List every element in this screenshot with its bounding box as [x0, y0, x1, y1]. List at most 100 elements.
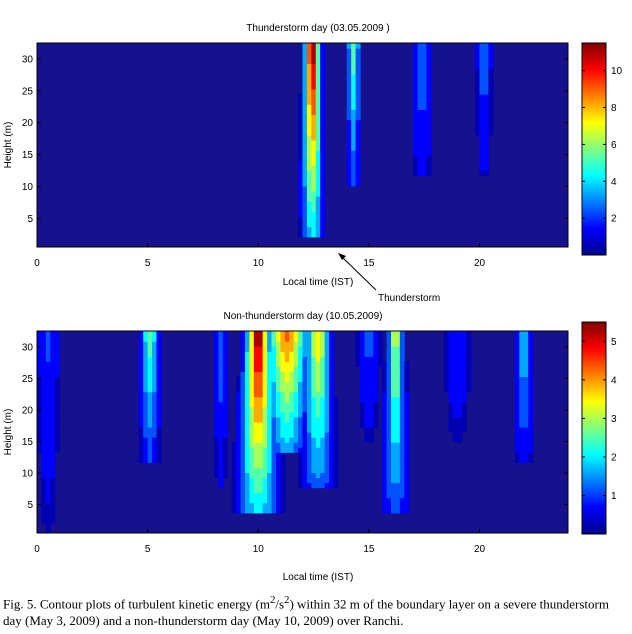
heatmap-cell: [315, 221, 321, 228]
heatmap-cell: [302, 452, 308, 458]
heatmap-cell: [249, 462, 255, 468]
heatmap-cell: [244, 346, 250, 352]
heatmap-cell: [386, 421, 392, 428]
heatmap-cell: [475, 43, 481, 49]
heatmap-cell: [284, 401, 290, 408]
heatmap-cell: [461, 336, 467, 342]
heatmap-cell: [311, 150, 317, 156]
heatmap-cell: [258, 406, 264, 413]
heatmap-cell: [249, 331, 255, 337]
heatmap-cell: [258, 472, 264, 479]
heatmap-cell: [351, 99, 357, 105]
heatmap-cell: [528, 457, 534, 463]
heatmap-cell: [329, 361, 335, 367]
heatmap-cell: [315, 376, 321, 383]
y-tick-label: 20: [22, 405, 34, 416]
heatmap-cell: [426, 63, 432, 70]
heatmap-cell: [302, 381, 308, 388]
heatmap-cell: [355, 73, 361, 80]
heatmap-cell: [302, 331, 308, 337]
heatmap-cell: [249, 492, 255, 499]
heatmap-cell: [311, 472, 317, 479]
heatmap-cell: [143, 351, 149, 357]
heatmap-cell: [333, 411, 339, 418]
x-axis-label: Local time (IST): [283, 277, 354, 288]
heatmap-cell: [373, 401, 379, 408]
heatmap-cell: [426, 48, 432, 54]
heatmap-cell: [315, 48, 321, 54]
heatmap-cell: [306, 411, 312, 418]
heatmap-cell: [275, 487, 281, 494]
heatmap-cell: [214, 442, 220, 448]
heatmap-cell: [386, 371, 392, 378]
heatmap-cell: [461, 391, 467, 398]
heatmap-cell: [311, 341, 317, 347]
heatmap-cell: [364, 371, 370, 378]
heatmap-cell: [306, 351, 312, 357]
heatmap-cell: [514, 401, 520, 408]
heatmap-cell: [364, 411, 370, 418]
heatmap-cell: [45, 356, 51, 362]
heatmap-cell: [267, 411, 273, 418]
heatmap-cell: [271, 341, 277, 347]
heatmap-cell: [244, 396, 250, 403]
heatmap-cell: [222, 391, 228, 398]
heatmap-cell: [267, 386, 273, 393]
heatmap-cell: [236, 497, 242, 504]
heatmap-cell: [426, 155, 432, 161]
heatmap-cell: [240, 346, 246, 352]
heatmap-cell: [275, 452, 281, 458]
heatmap-cell: [368, 356, 374, 362]
heatmap-cell: [50, 517, 56, 524]
heatmap-cell: [483, 129, 489, 136]
heatmap-cell: [306, 201, 312, 207]
heatmap-cell: [382, 371, 388, 378]
heatmap-cell: [306, 99, 312, 105]
heatmap-cell: [311, 447, 317, 453]
heatmap-cell: [50, 391, 56, 398]
heatmap-cell: [214, 341, 220, 347]
heatmap-cell: [258, 462, 264, 468]
x-tick-label: 10: [253, 544, 265, 555]
heatmap-cell: [523, 386, 529, 393]
heatmap-cell: [244, 426, 250, 433]
heatmap-cell: [302, 170, 308, 177]
heatmap-cell: [483, 63, 489, 70]
heatmap-cell: [214, 351, 220, 357]
heatmap-cell: [267, 472, 273, 479]
heatmap-cell: [302, 221, 308, 228]
heatmap-cell: [386, 497, 392, 504]
heatmap-cell: [45, 426, 51, 433]
heatmap-cell: [395, 386, 401, 393]
heatmap-cell: [311, 381, 317, 388]
heatmap-cell: [147, 457, 153, 463]
heatmap-cell: [320, 73, 326, 80]
heatmap-cell: [267, 336, 273, 342]
heatmap-cell: [368, 376, 374, 383]
heatmap-cell: [54, 371, 60, 378]
heatmap-cell: [37, 396, 43, 403]
heatmap-cell: [475, 73, 481, 80]
heatmap-cell: [324, 376, 330, 383]
heatmap-cell: [479, 165, 485, 172]
y-tick-label: 25: [22, 86, 34, 97]
heatmap-cell: [315, 336, 321, 342]
heatmap-cell: [222, 371, 228, 378]
heatmap-cell: [404, 502, 410, 509]
heatmap-cell: [315, 134, 321, 141]
heatmap-cell: [355, 58, 361, 64]
thunderstorm-annotation: Thunderstorm: [338, 253, 440, 304]
heatmap-cell: [315, 83, 321, 90]
colorbar: [581, 42, 607, 256]
heatmap-cell: [315, 421, 321, 428]
heatmap-cell: [298, 196, 304, 202]
heatmap-cell: [37, 351, 43, 357]
heatmap-cell: [320, 216, 326, 223]
heatmap-cell: [41, 416, 47, 423]
heatmap-cell: [488, 58, 494, 64]
heatmap-cell: [315, 150, 321, 156]
heatmap-cell: [320, 391, 326, 398]
heatmap-cell: [298, 114, 304, 121]
heatmap-cell: [373, 411, 379, 418]
heatmap-cell: [346, 94, 352, 100]
